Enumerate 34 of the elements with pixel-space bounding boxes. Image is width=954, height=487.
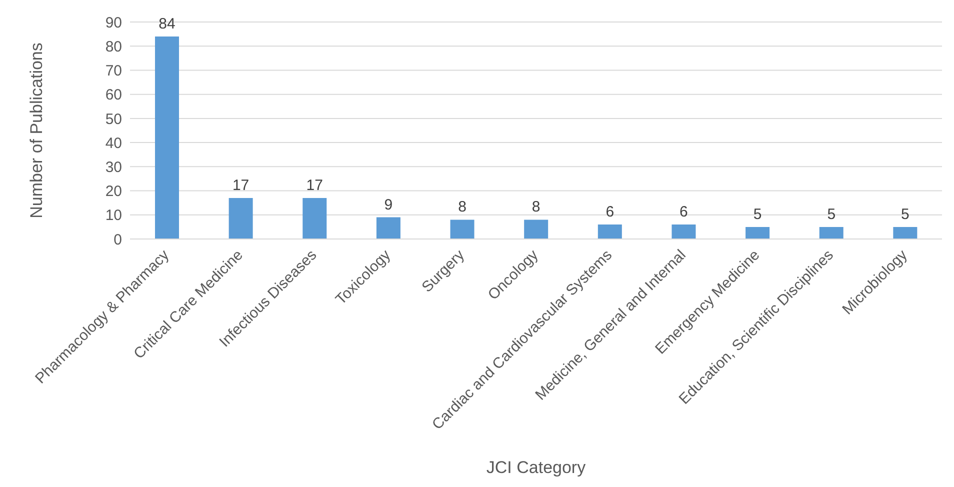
- data-label: 5: [827, 206, 836, 223]
- data-label: 17: [306, 177, 323, 194]
- bar: [302, 198, 327, 239]
- y-tick-label: 0: [114, 231, 122, 248]
- y-tick-label: 60: [105, 86, 122, 104]
- bar: [672, 224, 696, 239]
- bar: [228, 198, 253, 239]
- y-tick-label: 70: [105, 62, 122, 80]
- y-axis-title: Number of Publications: [27, 42, 46, 218]
- bar: [819, 226, 844, 239]
- y-tick-label: 30: [105, 158, 122, 176]
- y-tick-label: 90: [105, 14, 122, 32]
- y-tick-label: 50: [105, 110, 122, 128]
- data-label: 8: [458, 198, 466, 216]
- bar: [524, 220, 548, 239]
- bar: [893, 226, 918, 239]
- bar: [450, 220, 474, 239]
- x-axis-title: JCI Category: [486, 458, 586, 477]
- bar: [155, 36, 179, 239]
- data-label: 9: [384, 196, 393, 214]
- y-tick-label: 20: [105, 183, 122, 200]
- data-label: 5: [753, 206, 762, 223]
- data-label: 5: [901, 206, 910, 223]
- y-tick-label: 80: [105, 38, 122, 56]
- data-label: 6: [606, 204, 614, 221]
- data-label: 8: [532, 198, 540, 216]
- data-label: 17: [232, 177, 250, 194]
- y-tick-label: 10: [105, 207, 122, 224]
- bar: [376, 217, 400, 239]
- data-label: 6: [680, 204, 688, 221]
- y-tick-label: 40: [105, 134, 122, 152]
- data-label: 84: [158, 15, 176, 32]
- bar: [598, 224, 622, 239]
- bar: [746, 226, 770, 239]
